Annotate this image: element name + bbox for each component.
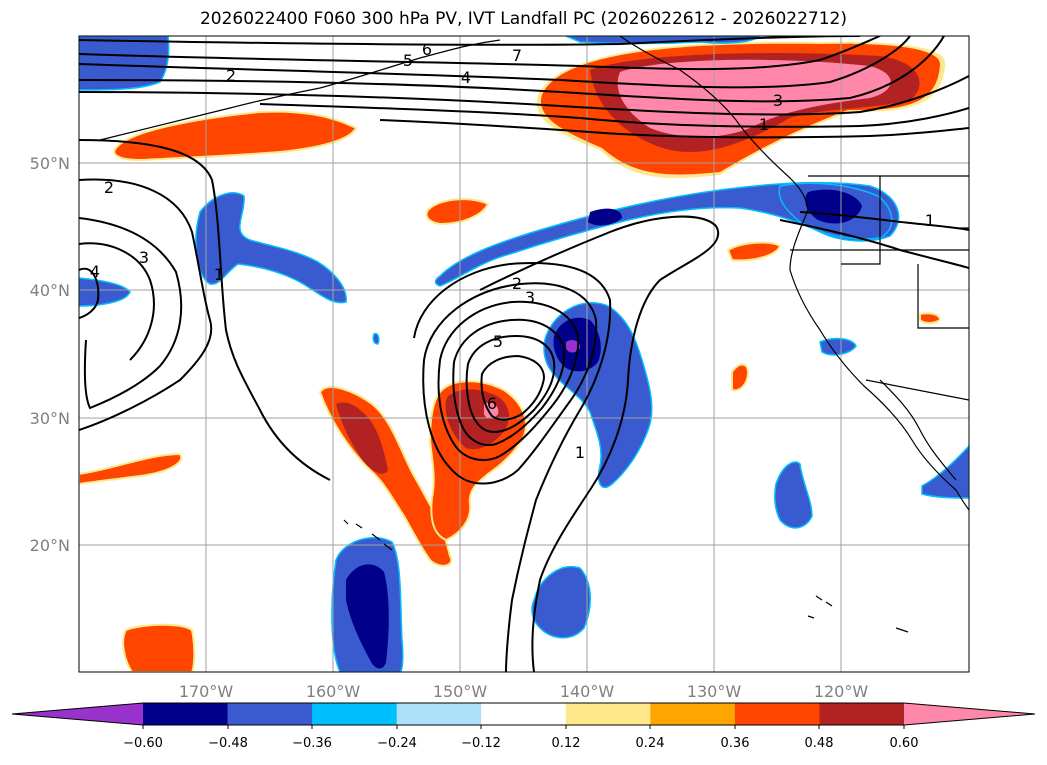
positive-anomaly-ne-pink — [617, 59, 891, 137]
colorbar-segment — [650, 703, 736, 725]
lon-label: 160°W — [306, 682, 361, 701]
colorbar-tick-label: −0.60 — [123, 736, 163, 751]
negative-anomaly-south — [531, 566, 591, 639]
negative-anomaly-nw-band — [195, 192, 347, 304]
contour-label: 2 — [226, 66, 236, 85]
colorbar-tick-label: 0.24 — [636, 736, 665, 751]
coastlines — [99, 36, 969, 633]
colorbar-tick-label: −0.24 — [377, 736, 417, 751]
contour-label: 4 — [90, 262, 100, 281]
colorbar-segment — [312, 703, 398, 725]
positive-anomaly-nw — [113, 110, 358, 162]
positive-anomaly-small-3 — [731, 363, 750, 392]
positive-anomaly-small-1 — [425, 198, 490, 226]
negative-anomaly-jet — [434, 181, 900, 287]
positive-anomaly-trough-pink — [484, 402, 499, 419]
latitude-labels: 50°N 40°N 30°N 20°N — [30, 154, 70, 555]
positive-anomaly-west-red — [336, 402, 388, 474]
colorbar-segment — [734, 703, 820, 725]
colorbar-tick-label: 0.36 — [721, 736, 750, 751]
colorbar-segment — [481, 703, 567, 725]
contour-label: 6 — [487, 394, 497, 413]
contour-label: 7 — [512, 46, 522, 65]
contour-label: 1 — [925, 211, 935, 230]
lon-label: 170°W — [179, 682, 234, 701]
map-frame — [78, 35, 970, 673]
lat-label: 30°N — [30, 409, 70, 428]
longitude-labels: 170°W 160°W 150°W 140°W 130°W 120°W — [179, 682, 869, 701]
colorbar-tick-label: 0.12 — [552, 736, 581, 751]
lat-label: 50°N — [30, 154, 70, 173]
contour-label: 6 — [422, 40, 432, 59]
colorbar-tick-label: 0.48 — [805, 736, 834, 751]
colorbar: −0.60 −0.48 −0.36 −0.24 −0.12 0.12 0.24 … — [11, 702, 1036, 751]
negative-anomaly-nw — [79, 36, 170, 91]
contour-label: 5 — [493, 332, 503, 351]
colorbar-extend-max — [904, 703, 1035, 725]
lon-label: 150°W — [433, 682, 488, 701]
contour-labels: 2 6 5 7 4 3 1 2 3 4 1 2 3 5 6 1 1 — [90, 40, 935, 462]
map-title: 2026022400 F060 300 hPa PV, IVT Landfall… — [199, 9, 847, 29]
contour-label: 2 — [512, 274, 522, 293]
contour-lines — [79, 36, 969, 672]
negative-anomaly-hawaii-south-dark — [346, 564, 389, 669]
colorbar-fills — [12, 703, 1035, 725]
positive-anomaly-small-4 — [919, 312, 942, 324]
contour-label: 1 — [214, 265, 224, 284]
lat-label: 20°N — [30, 536, 70, 555]
negative-anomaly-central-purple — [566, 340, 580, 353]
lon-label: 120°W — [814, 682, 869, 701]
colorbar-segment — [819, 703, 905, 725]
contour-label: 3 — [773, 91, 783, 110]
colorbar-segment — [227, 703, 313, 725]
colorbar-tick-label: −0.48 — [208, 736, 248, 751]
contour-label: 3 — [525, 288, 535, 307]
contour-label: 2 — [104, 178, 114, 197]
lon-label: 140°W — [560, 682, 615, 701]
colorbar-tick-label: −0.12 — [461, 736, 501, 751]
lon-label: 130°W — [687, 682, 742, 701]
negative-anomaly-baja — [819, 337, 857, 356]
negative-anomaly-east-edge — [921, 444, 969, 499]
positive-anomaly-sw — [122, 623, 196, 672]
contour-label: 1 — [575, 443, 585, 462]
colorbar-tick-label: 0.60 — [890, 736, 919, 751]
contour-label: 1 — [759, 115, 769, 134]
negative-anomaly-se-small — [774, 461, 813, 529]
colorbar-extend-min — [12, 703, 143, 725]
negative-anomaly-ne-top — [565, 36, 762, 45]
colorbar-ticks — [142, 725, 905, 729]
contour-label: 4 — [461, 68, 471, 87]
colorbar-segment — [396, 703, 482, 725]
positive-anomaly-small-2 — [726, 241, 782, 262]
positive-anomaly-west-edge — [79, 452, 183, 486]
colorbar-segment — [143, 703, 229, 725]
negative-anomaly-jet-dark-1 — [588, 208, 622, 226]
colorbar-tick-label: −0.36 — [292, 736, 332, 751]
contour-label: 3 — [139, 248, 149, 267]
lat-label: 40°N — [30, 281, 70, 300]
negative-anomaly-tiny-1 — [372, 332, 380, 345]
contour-label: 5 — [403, 51, 413, 70]
negative-anomaly-west-small — [79, 277, 131, 307]
colorbar-segment — [565, 703, 651, 725]
